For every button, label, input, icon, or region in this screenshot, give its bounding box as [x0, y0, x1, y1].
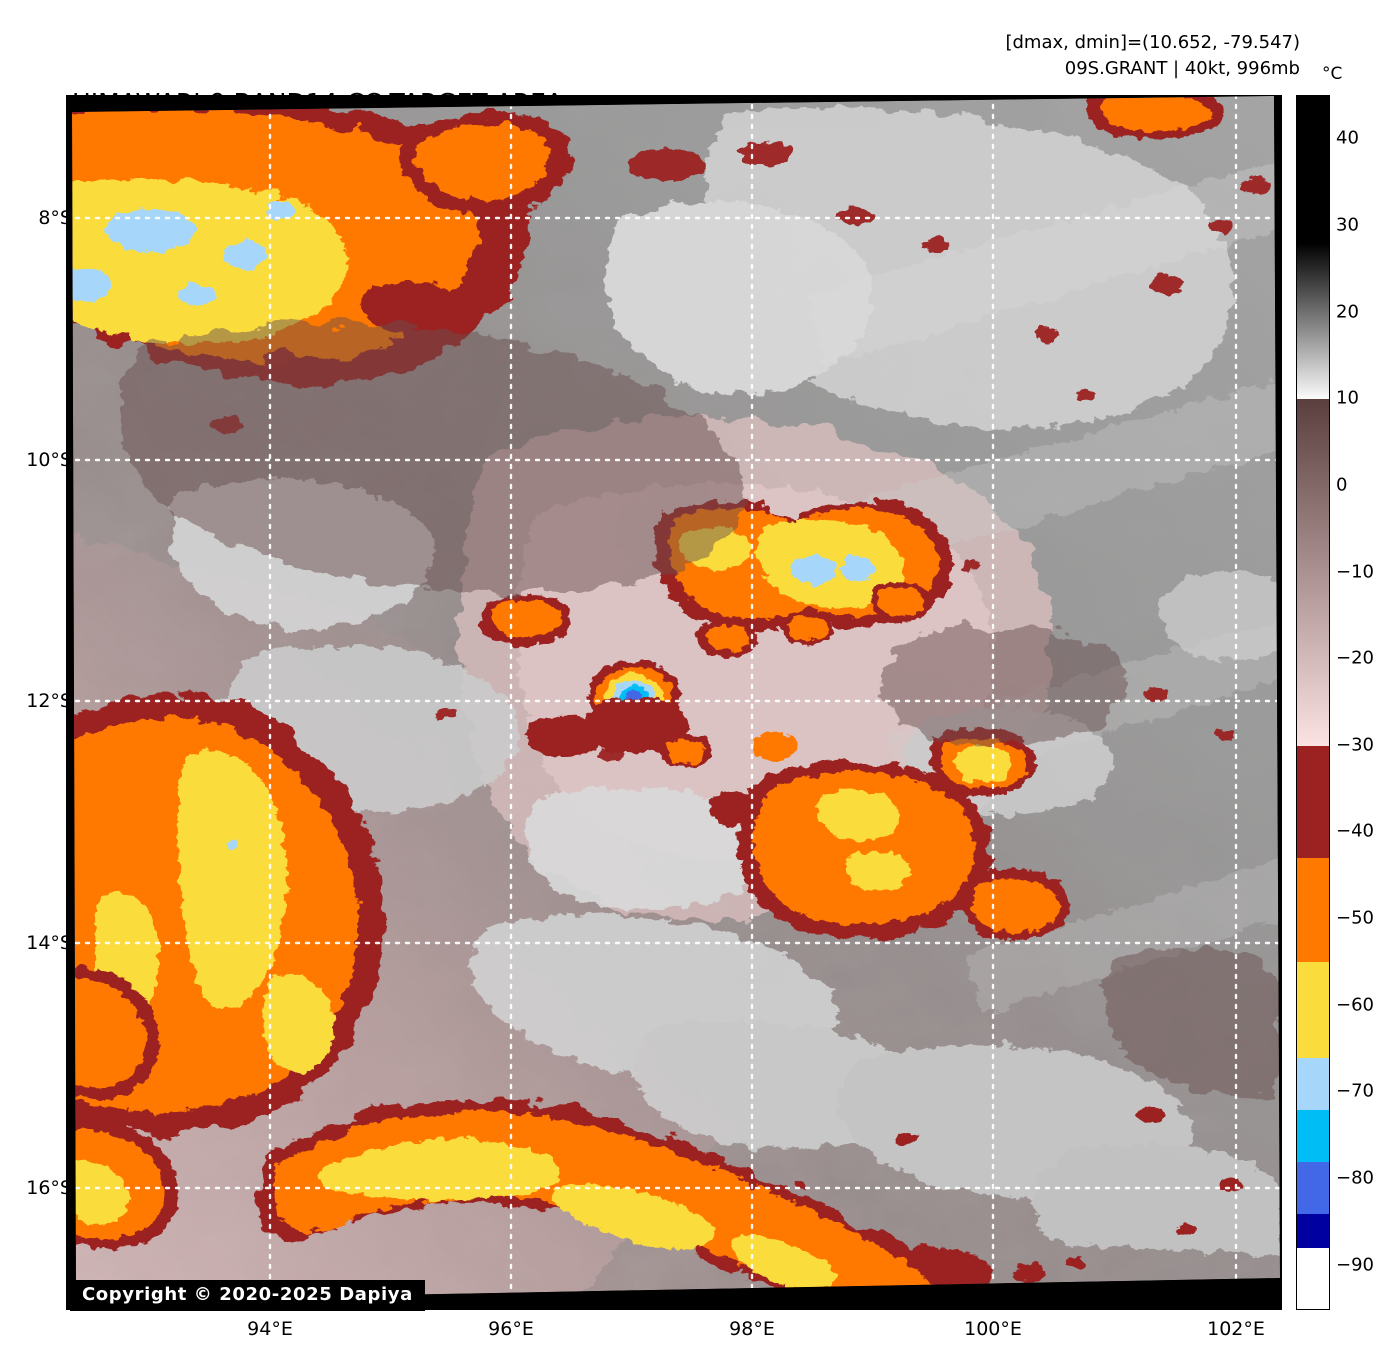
colorbar[interactable]	[1296, 95, 1330, 1310]
satellite-map[interactable]	[66, 95, 1282, 1310]
nw-convective-complex	[72, 96, 573, 385]
map-gridlines	[72, 96, 1280, 1301]
colorbar-tick-label: −90	[1336, 1254, 1374, 1276]
colorbar-tick-label: −40	[1336, 820, 1374, 842]
colorbar-segment	[1297, 1248, 1329, 1309]
figure-meta-block: [dmax, dmin]=(10.652, -79.547) 09S.GRANT…	[1005, 30, 1300, 81]
colorbar-tick-label: −60	[1336, 994, 1374, 1016]
colorbar-tick-label: −80	[1336, 1167, 1374, 1189]
colorbar-unit-label: °C	[1322, 64, 1343, 84]
data-range-label: [dmax, dmin]=(10.652, -79.547)	[1005, 32, 1300, 53]
ne-orange-streak	[1086, 96, 1225, 139]
copyright-watermark: Copyright © 2020-2025 Dapiya	[70, 1280, 425, 1311]
colorbar-tick-label: −20	[1336, 647, 1374, 669]
x-tick-label: 100°E	[964, 1318, 1022, 1340]
colorbar-segment	[1297, 243, 1329, 400]
colorbar-segment	[1297, 962, 1329, 1058]
y-tick-label: 14°S	[26, 932, 72, 954]
mid-small-cells	[480, 581, 931, 768]
colorbar-tick-label: 10	[1336, 387, 1359, 409]
colorbar-segment	[1297, 1161, 1329, 1214]
colorbar-tick-label: −30	[1336, 734, 1374, 756]
colorbar-tick-label: −10	[1336, 561, 1374, 583]
colorbar-segment	[1297, 1057, 1329, 1110]
colorbar-tick-label: 30	[1336, 214, 1359, 236]
colorbar-tick-label: 20	[1336, 301, 1359, 323]
x-tick-label: 102°E	[1207, 1318, 1265, 1340]
colorbar-segment	[1297, 96, 1329, 244]
east-cluster	[708, 728, 1069, 940]
colorbar-gradient	[1297, 96, 1329, 1309]
x-tick-label: 94°E	[247, 1318, 293, 1340]
y-tick-label: 16°S	[26, 1177, 72, 1199]
colorbar-segment	[1297, 1213, 1329, 1249]
y-tick-label: 12°S	[26, 690, 72, 712]
y-tick-label: 10°S	[26, 449, 72, 471]
colorbar-segment	[1297, 858, 1329, 963]
south-squall-line	[256, 1098, 1086, 1301]
colorbar-tick-label: 0	[1336, 474, 1348, 496]
satellite-image-canvas	[66, 95, 1282, 1310]
sw-convective-band	[72, 693, 385, 1250]
y-tick-label: 8°S	[38, 207, 72, 229]
x-tick-label: 98°E	[729, 1318, 775, 1340]
satellite-field	[72, 96, 1280, 1301]
colorbar-segment	[1297, 399, 1329, 746]
colorbar-tick-label: 40	[1336, 127, 1359, 149]
colorbar-tick-label: −70	[1336, 1080, 1374, 1102]
colorbar-segment	[1297, 745, 1329, 859]
x-tick-label: 96°E	[488, 1318, 534, 1340]
colorbar-tick-label: −50	[1336, 907, 1374, 929]
colorbar-segment	[1297, 1109, 1329, 1162]
storm-info-label: 09S.GRANT | 40kt, 996mb	[1064, 57, 1300, 79]
